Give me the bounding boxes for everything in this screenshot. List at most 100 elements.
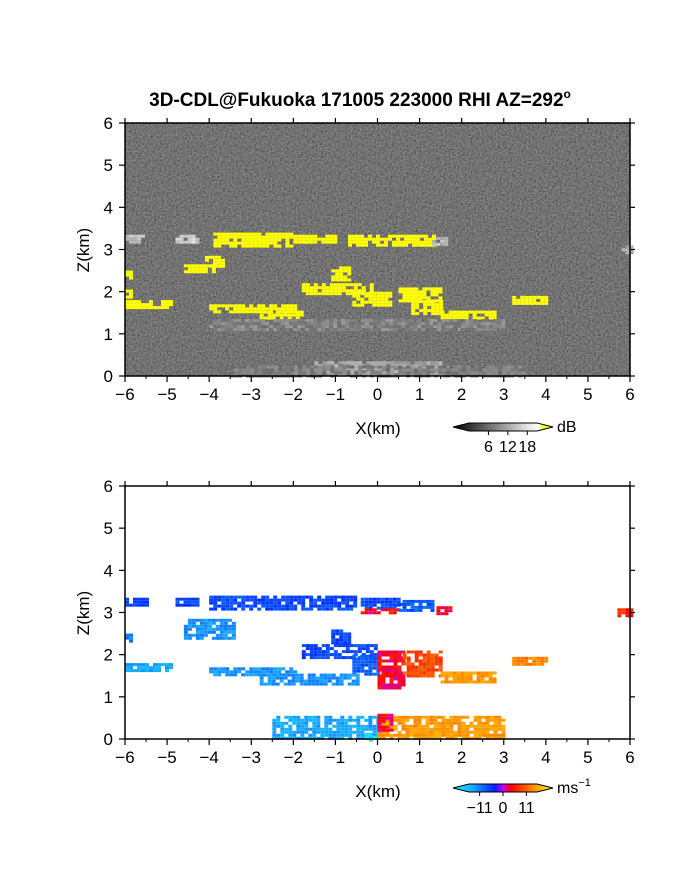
echo-cell — [157, 666, 161, 670]
echo-cell — [213, 667, 218, 671]
echo-cell — [213, 232, 218, 236]
echo-cell — [485, 718, 490, 722]
echo-cell — [241, 601, 246, 605]
echo-cell — [304, 730, 309, 734]
echo-cell — [330, 365, 335, 369]
x-tick-label: −4 — [199, 385, 218, 404]
echo-cell — [393, 718, 398, 722]
echo-cell — [449, 724, 454, 728]
reflectivity-echo-10 — [331, 266, 352, 282]
echo-cell — [418, 671, 423, 675]
echo-cell — [213, 607, 218, 611]
x-tick-label: 0 — [373, 748, 382, 767]
echo-cell — [125, 663, 129, 667]
echo-cell — [381, 319, 386, 323]
echo-cell — [249, 244, 254, 248]
echo-cell — [267, 310, 272, 314]
echo-cell — [293, 604, 298, 608]
echo-cell — [430, 373, 435, 377]
echo-cell — [281, 598, 286, 602]
echo-cell — [207, 621, 212, 625]
echo-cell — [370, 361, 375, 365]
echo-cell — [304, 721, 309, 725]
echo-cell — [337, 653, 342, 657]
colorbar-tick-label: 18 — [518, 439, 536, 456]
echo-cell — [133, 669, 137, 673]
echo-cell — [478, 371, 483, 375]
doppler_velocity-echo-8 — [125, 633, 133, 643]
echo-cell — [321, 240, 326, 244]
echo-cell — [312, 733, 317, 737]
echo-cell — [219, 636, 224, 640]
echo-cell — [295, 673, 300, 677]
echo-cell — [428, 237, 432, 241]
echo-cell — [125, 603, 129, 607]
echo-cell — [305, 286, 310, 290]
echo-cell — [360, 657, 365, 661]
echo-cell — [347, 673, 352, 677]
echo-cell — [449, 328, 454, 332]
echo-cell — [313, 286, 318, 290]
echo-cell — [277, 244, 282, 248]
echo-cell — [289, 319, 294, 323]
x-tick-label: 0 — [373, 385, 382, 404]
echo-cell — [231, 636, 236, 640]
echo-cell — [227, 627, 232, 631]
echo-cell — [366, 365, 371, 369]
echo-cell — [341, 319, 346, 323]
echo-cell — [253, 307, 258, 311]
echo-cell — [330, 361, 335, 365]
echo-cell — [249, 598, 254, 602]
echo-cell — [417, 319, 422, 323]
echo-cell — [377, 733, 382, 737]
echo-cell — [492, 310, 497, 314]
echo-cell — [417, 721, 422, 725]
echo-cell — [241, 598, 246, 602]
echo-cell — [422, 368, 427, 372]
echo-cell — [209, 607, 214, 611]
echo-cell — [430, 287, 435, 291]
echo-cell — [406, 662, 411, 666]
echo-cell — [253, 319, 258, 323]
echo-cell — [377, 650, 382, 654]
echo-cell — [259, 673, 264, 677]
echo-cell — [289, 595, 294, 599]
echo-cell — [453, 718, 458, 722]
echo-cell — [317, 607, 322, 611]
echo-cell — [329, 595, 334, 599]
reflectivity-echo-16 — [125, 300, 173, 310]
echo-cell — [225, 328, 230, 332]
echo-cell — [129, 292, 133, 296]
echo-cell — [321, 286, 326, 290]
echo-cell — [430, 290, 435, 294]
echo-cell — [460, 674, 465, 678]
echo-cell — [384, 606, 389, 610]
echo-cell — [125, 303, 129, 307]
echo-cell — [316, 715, 321, 719]
echo-cell — [384, 600, 389, 604]
doppler_velocity-echo-4 — [360, 608, 401, 615]
echo-cell — [361, 325, 366, 329]
echo-cell — [360, 237, 364, 241]
echo-cell — [368, 611, 373, 615]
echo-cell — [345, 644, 350, 648]
echo-cell — [461, 715, 466, 719]
echo-cell — [438, 371, 443, 375]
echo-cell — [225, 325, 230, 329]
echo-cell — [335, 269, 340, 273]
echo-cell — [430, 605, 435, 609]
echo-cell — [516, 656, 521, 660]
echo-cell — [285, 325, 290, 329]
echo-cell — [421, 730, 426, 734]
echo-cell — [460, 671, 465, 675]
echo-cell — [465, 715, 470, 719]
echo-cell — [302, 368, 307, 372]
echo-cell — [370, 371, 375, 375]
echo-cell — [409, 724, 414, 728]
echo-cell — [461, 727, 466, 731]
echo-cell — [422, 293, 427, 297]
echo-cell — [364, 724, 369, 728]
echo-cell — [217, 667, 222, 671]
echo-cell — [183, 630, 188, 634]
echo-cell — [425, 715, 430, 719]
